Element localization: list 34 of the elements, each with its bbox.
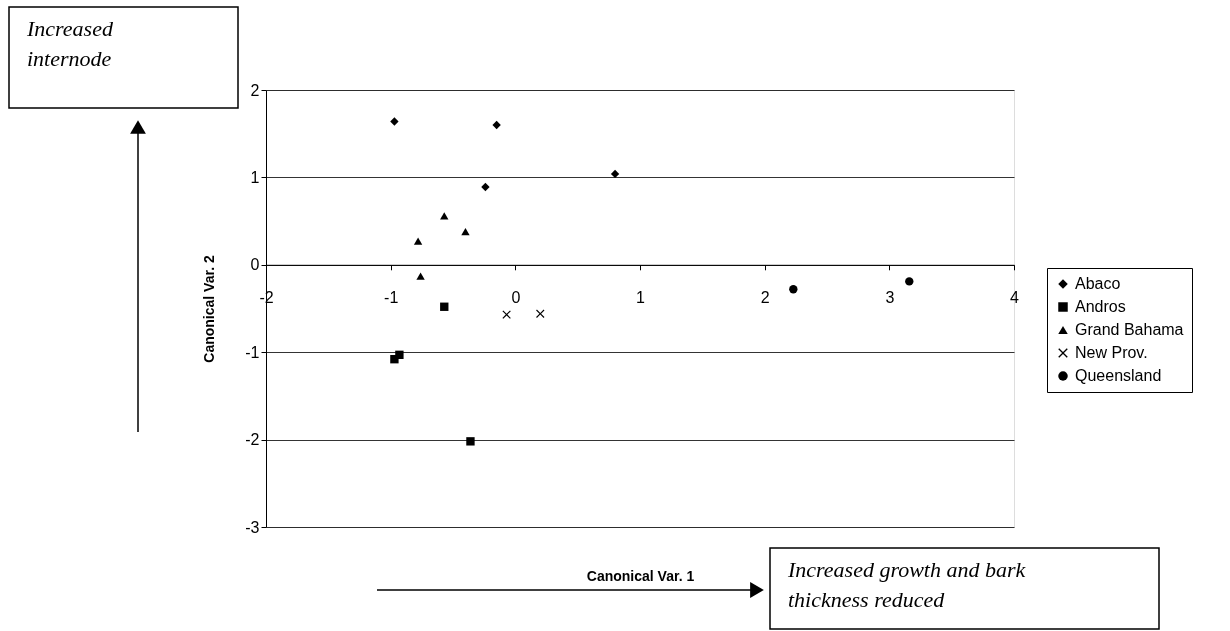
- point: [395, 350, 404, 360]
- legend-label: New Prov.: [1075, 344, 1148, 361]
- y-tick-label: 1: [250, 168, 260, 186]
- point: [440, 302, 449, 311]
- text: Increased internode: [26, 16, 114, 71]
- point: [610, 169, 620, 179]
- x-tick-label: 0: [511, 289, 521, 307]
- x-tick-label: 2: [760, 289, 770, 307]
- y-axis-title: Canonical Var. 2: [201, 255, 218, 363]
- point: [390, 117, 399, 126]
- y-tick-label: 0: [250, 256, 260, 274]
- point: [536, 309, 545, 318]
- x-tick-label: 1: [636, 289, 646, 307]
- y-tick-label: -3: [245, 518, 260, 536]
- legend-label: Abaco: [1075, 275, 1121, 292]
- legend-label: Queensland: [1075, 367, 1162, 384]
- point: [905, 277, 914, 286]
- y-tick-label: 2: [250, 81, 260, 99]
- point: [461, 227, 470, 236]
- x-tick-label: 4: [1010, 289, 1020, 307]
- point: [466, 437, 475, 446]
- point: [492, 120, 501, 130]
- x-tick-label: -1: [384, 289, 399, 307]
- x-axis-title: Canonical Var. 1: [586, 567, 695, 584]
- legend-label: Andros: [1075, 298, 1126, 315]
- y-tick-label: -2: [245, 431, 260, 449]
- point: [481, 182, 490, 192]
- text: Increased growth and bark thickness reduced: [787, 557, 1027, 612]
- legend-label: Grand Bahama: [1075, 321, 1184, 338]
- point: [416, 272, 425, 280]
- point: [413, 237, 423, 245]
- y-tick-label: -1: [245, 343, 260, 361]
- x-tick-label: 3: [885, 289, 895, 307]
- point: [789, 285, 798, 294]
